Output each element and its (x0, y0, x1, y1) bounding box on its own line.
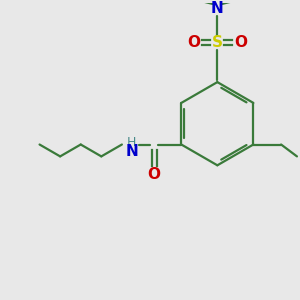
Text: O: O (187, 35, 200, 50)
Text: N: N (211, 1, 224, 16)
Text: S: S (212, 35, 223, 50)
Text: N: N (125, 144, 138, 159)
Text: H: H (127, 136, 136, 149)
Text: O: O (235, 35, 248, 50)
Text: O: O (147, 167, 160, 182)
